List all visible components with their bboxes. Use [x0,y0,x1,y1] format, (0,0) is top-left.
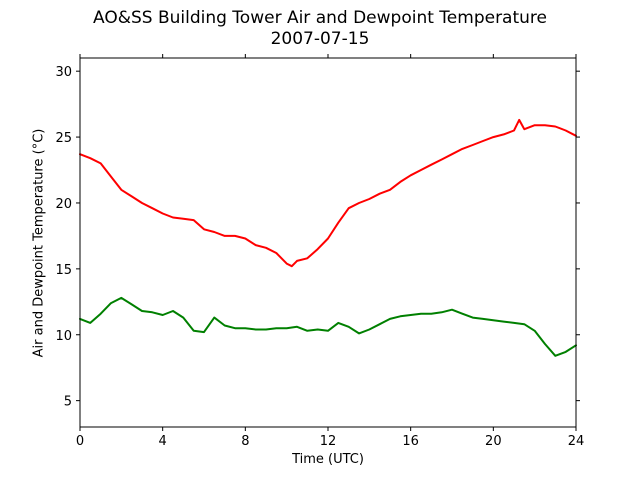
axes-frame [79,57,577,428]
y-tick-label: 20 [55,197,72,212]
y-tick-label: 5 [64,395,72,410]
y-tick-label: 25 [55,131,72,146]
x-tick-label: 16 [402,434,419,449]
x-tick-label: 24 [568,434,585,449]
y-tick-label: 10 [55,329,72,344]
series-line-2 [79,296,577,357]
y-tick-label: 15 [55,263,72,278]
y-axis-label: Air and Dewpoint Temperature (°C) [31,128,47,358]
plot-lines [79,118,577,357]
x-tick-label: 4 [159,434,167,449]
x-tick-label: 20 [485,434,502,449]
x-tick-label: 12 [320,434,337,449]
chart-title: AO&SS Building Tower Air and Dewpoint Te… [92,8,547,28]
y-axis-ticks: 5 10 15 20 25 30 [55,65,580,410]
chart-subtitle: 2007-07-15 [270,29,370,49]
x-axis-ticks: 0 4 8 12 16 20 24 [76,54,584,449]
x-axis-label: Time (UTC) [292,452,364,467]
x-tick-label: 8 [241,434,249,449]
series-line-1 [79,118,577,268]
x-tick-label: 0 [76,434,84,449]
y-tick-label: 30 [55,65,72,80]
